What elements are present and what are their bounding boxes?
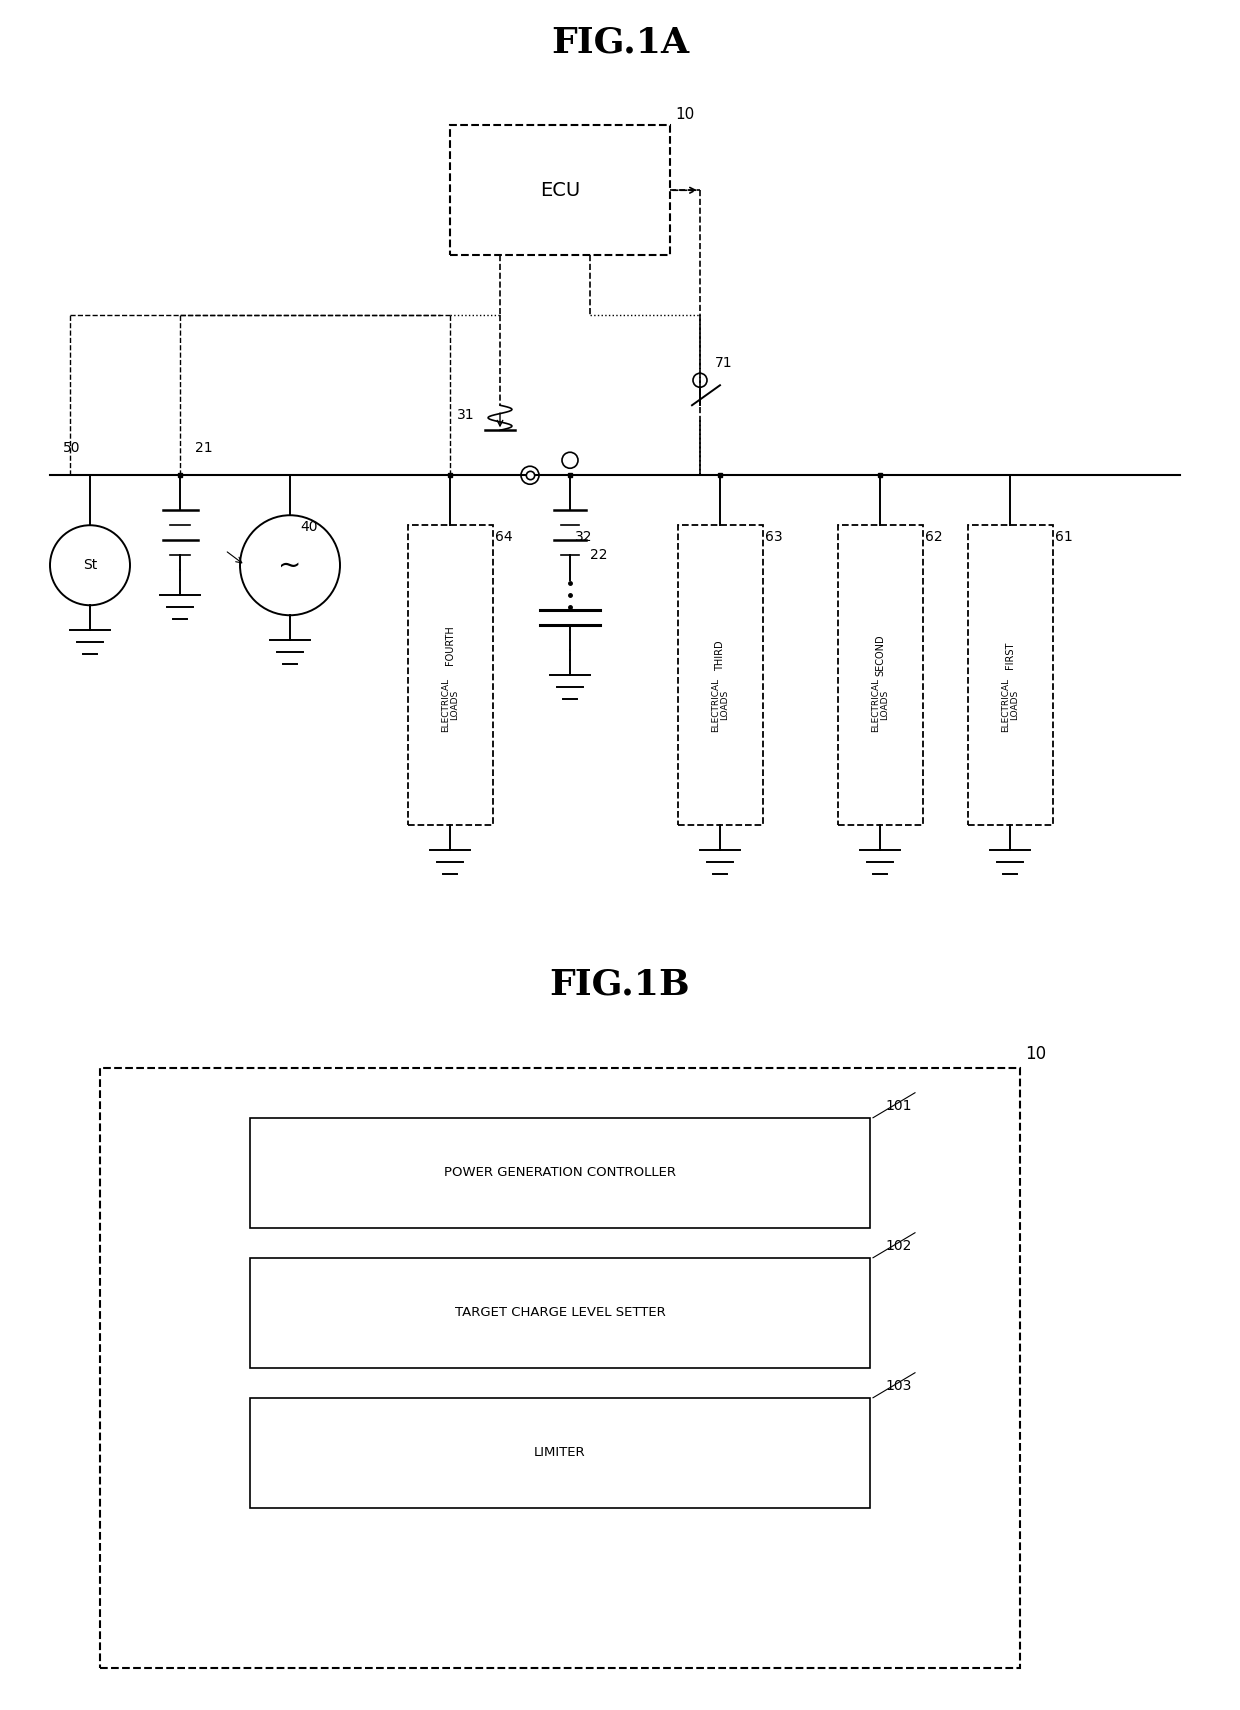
Text: THIRD: THIRD [715, 640, 725, 670]
Text: ELECTRICAL
LOADS: ELECTRICAL LOADS [440, 679, 459, 732]
Text: 62: 62 [925, 530, 944, 544]
Bar [250, 1259, 870, 1368]
Text: 63: 63 [765, 530, 784, 544]
Text: 71: 71 [715, 356, 733, 371]
Bar [250, 1118, 870, 1228]
Bar [100, 1067, 1021, 1667]
Text: TARGET CHARGE LEVEL SETTER: TARGET CHARGE LEVEL SETTER [455, 1306, 666, 1318]
Text: SECOND: SECOND [875, 634, 885, 675]
Text: 22: 22 [590, 549, 608, 563]
Bar [450, 125, 670, 255]
Text: 10: 10 [675, 108, 694, 121]
Text: FOURTH: FOURTH [445, 626, 455, 665]
Bar [250, 1397, 870, 1508]
Text: 40: 40 [300, 520, 317, 534]
Text: ELECTRICAL
LOADS: ELECTRICAL LOADS [870, 679, 889, 732]
Text: 64: 64 [496, 530, 513, 544]
Text: 31: 31 [458, 409, 475, 422]
Bar [677, 525, 763, 826]
Text: FIRST: FIRST [1004, 641, 1016, 669]
Text: FIG.1B: FIG.1B [549, 968, 691, 1002]
Bar [837, 525, 923, 826]
Text: St: St [83, 557, 97, 573]
Text: 10: 10 [1025, 1045, 1047, 1062]
Text: LIMITER: LIMITER [534, 1447, 585, 1459]
Bar [408, 525, 492, 826]
Text: ~: ~ [278, 551, 301, 580]
Text: 32: 32 [575, 530, 593, 544]
Text: FIG.1A: FIG.1A [551, 26, 689, 60]
Text: ECU: ECU [539, 181, 580, 200]
Text: 21: 21 [195, 441, 212, 455]
Text: ELECTRICAL
LOADS: ELECTRICAL LOADS [1001, 679, 1019, 732]
Text: 50: 50 [62, 441, 81, 455]
Text: 61: 61 [1055, 530, 1074, 544]
Text: 101: 101 [885, 1100, 911, 1113]
Bar [967, 525, 1053, 826]
Text: 102: 102 [885, 1238, 911, 1253]
Text: 103: 103 [885, 1378, 911, 1392]
Text: POWER GENERATION CONTROLLER: POWER GENERATION CONTROLLER [444, 1166, 676, 1180]
Text: ELECTRICAL
LOADS: ELECTRICAL LOADS [711, 679, 729, 732]
